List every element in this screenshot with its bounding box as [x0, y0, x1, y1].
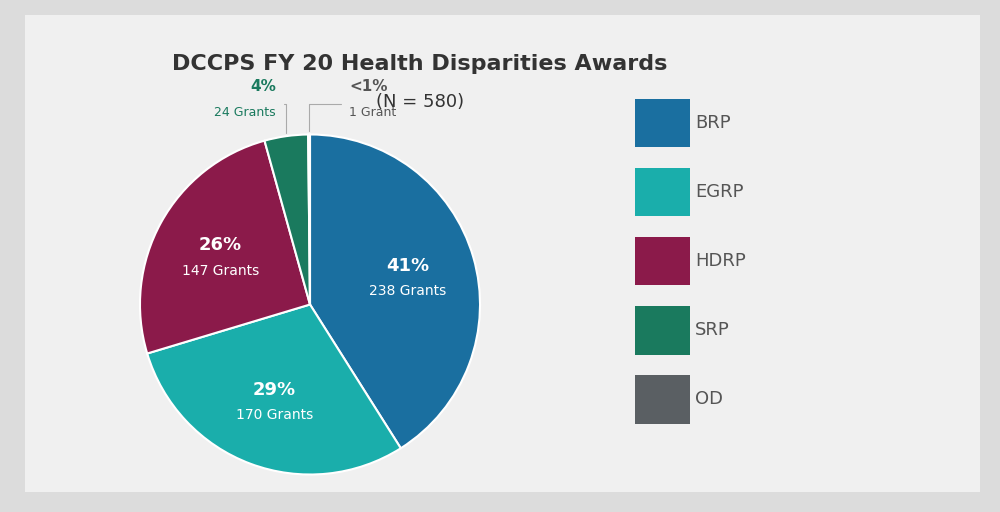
Text: 26%: 26% — [199, 236, 242, 254]
Text: DCCPS FY 20 Health Disparities Awards: DCCPS FY 20 Health Disparities Awards — [172, 54, 668, 74]
Text: 1 Grant: 1 Grant — [349, 106, 396, 119]
Wedge shape — [140, 141, 310, 353]
Wedge shape — [265, 135, 310, 305]
Text: EGRP: EGRP — [695, 183, 744, 201]
Text: 29%: 29% — [253, 381, 296, 399]
Text: SRP: SRP — [695, 321, 730, 339]
Text: 170 Grants: 170 Grants — [236, 409, 313, 422]
Text: 238 Grants: 238 Grants — [369, 285, 447, 298]
Text: OD: OD — [695, 390, 723, 409]
Text: 41%: 41% — [386, 257, 430, 275]
Text: BRP: BRP — [695, 114, 731, 132]
Wedge shape — [308, 135, 310, 305]
Text: 4%: 4% — [250, 79, 276, 94]
Text: <1%: <1% — [349, 79, 388, 94]
Text: 24 Grants: 24 Grants — [214, 106, 276, 119]
Text: 147 Grants: 147 Grants — [182, 264, 259, 278]
Text: (N = 580): (N = 580) — [376, 93, 464, 112]
Text: HDRP: HDRP — [695, 252, 746, 270]
Wedge shape — [147, 305, 401, 475]
Wedge shape — [310, 135, 480, 448]
